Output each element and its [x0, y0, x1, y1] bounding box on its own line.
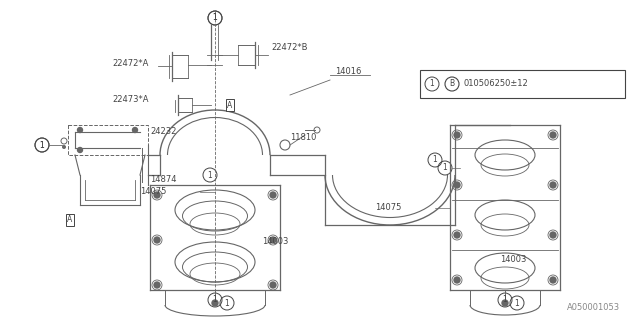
Circle shape — [270, 192, 276, 198]
Text: 14075: 14075 — [140, 188, 166, 196]
Circle shape — [454, 132, 460, 138]
Circle shape — [154, 282, 160, 288]
Text: 22472*A: 22472*A — [112, 59, 148, 68]
Text: 14874: 14874 — [150, 175, 177, 185]
Circle shape — [454, 232, 460, 238]
Text: A: A — [67, 215, 72, 225]
Text: 1: 1 — [212, 13, 218, 22]
Circle shape — [550, 132, 556, 138]
Circle shape — [550, 277, 556, 283]
Circle shape — [550, 232, 556, 238]
Circle shape — [154, 192, 160, 198]
Circle shape — [270, 282, 276, 288]
Text: 14016: 14016 — [335, 68, 362, 76]
Text: 010506250±12: 010506250±12 — [464, 79, 529, 89]
Text: A: A — [227, 100, 232, 109]
Text: 24232: 24232 — [150, 127, 177, 137]
Circle shape — [154, 237, 160, 243]
Bar — [420, 70, 625, 98]
Text: 1: 1 — [433, 156, 437, 164]
Text: 22473*A: 22473*A — [112, 95, 148, 105]
Circle shape — [270, 237, 276, 243]
Text: 14003: 14003 — [500, 255, 526, 265]
Circle shape — [62, 145, 66, 149]
Circle shape — [502, 300, 508, 306]
Text: 22472*B: 22472*B — [271, 44, 307, 52]
Text: 1: 1 — [212, 13, 218, 22]
Text: 14003: 14003 — [262, 237, 289, 246]
Text: 1: 1 — [225, 299, 229, 308]
Text: A050001053: A050001053 — [567, 303, 620, 312]
Circle shape — [454, 182, 460, 188]
Text: 1: 1 — [212, 295, 218, 305]
Text: 11810: 11810 — [290, 133, 316, 142]
Circle shape — [454, 277, 460, 283]
Circle shape — [77, 148, 83, 153]
Text: 1: 1 — [40, 140, 44, 149]
Text: 14075: 14075 — [375, 204, 401, 212]
Text: B: B — [449, 79, 454, 89]
Text: 1: 1 — [443, 164, 447, 172]
Text: 1: 1 — [429, 79, 435, 89]
Text: 1: 1 — [40, 140, 44, 149]
Text: 1: 1 — [502, 295, 508, 305]
Circle shape — [77, 127, 83, 132]
Circle shape — [212, 300, 218, 306]
Circle shape — [550, 182, 556, 188]
Circle shape — [132, 127, 138, 132]
Text: 1: 1 — [515, 299, 520, 308]
Text: 1: 1 — [207, 171, 212, 180]
